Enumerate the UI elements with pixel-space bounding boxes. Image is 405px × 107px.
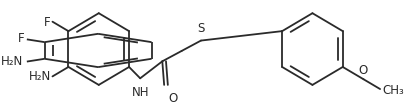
Text: CH₃: CH₃ [382,84,404,97]
Text: H₂N: H₂N [28,70,51,83]
Text: F: F [44,16,51,29]
Text: NH: NH [132,86,149,99]
Text: S: S [197,22,204,35]
Text: O: O [168,92,177,105]
Text: H₂N: H₂N [1,55,23,68]
Text: F: F [18,32,25,45]
Text: O: O [358,64,367,77]
